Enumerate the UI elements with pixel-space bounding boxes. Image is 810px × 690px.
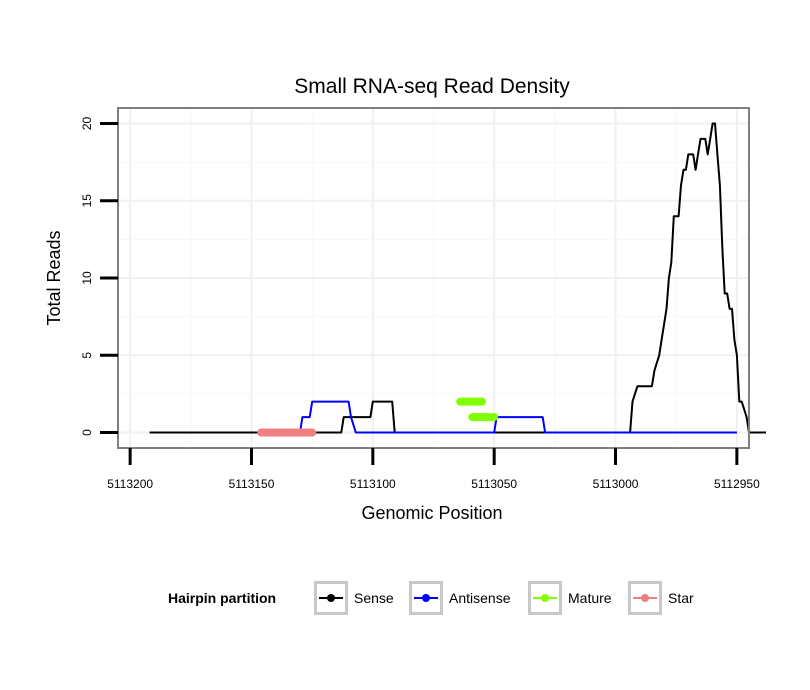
x-tick-label: 5113050 bbox=[471, 477, 517, 491]
y-axis-title: Total Reads bbox=[44, 230, 64, 325]
legend-label-antisense: Antisense bbox=[449, 590, 511, 606]
legend-label-sense: Sense bbox=[354, 590, 394, 606]
x-tick-label: 5113150 bbox=[229, 477, 275, 491]
y-tick-label: 5 bbox=[80, 352, 94, 359]
legend: Hairpin partition Sense Antisense Mature St… bbox=[168, 581, 694, 615]
legend-key-point-antisense bbox=[422, 594, 430, 602]
y-tick-label: 20 bbox=[80, 116, 94, 130]
x-tick-label: 5113100 bbox=[350, 477, 396, 491]
legend-title: Hairpin partition bbox=[168, 590, 276, 606]
grid bbox=[118, 108, 749, 448]
x-tick-label: 5113200 bbox=[107, 477, 153, 491]
legend-key-point-mature bbox=[541, 594, 549, 602]
y-tick-label: 0 bbox=[80, 429, 94, 436]
x-axis-title: Genomic Position bbox=[361, 503, 502, 523]
legend-key-point-sense bbox=[327, 594, 335, 602]
chart-title: Small RNA-seq Read Density bbox=[294, 75, 570, 98]
x-tick-label: 5112950 bbox=[714, 477, 760, 491]
y-tick-label: 10 bbox=[80, 271, 94, 285]
legend-label-mature: Mature bbox=[568, 590, 612, 606]
x-tick-label: 5113000 bbox=[593, 477, 639, 491]
series-layer bbox=[149, 122, 766, 437]
axes: 5113200 5113150 5113100 5113050 5113000 51129… bbox=[80, 116, 760, 491]
legend-label-star: Star bbox=[668, 590, 694, 606]
legend-key-point-star bbox=[641, 594, 649, 602]
y-tick-label: 15 bbox=[80, 194, 94, 208]
series-line-antisense bbox=[270, 400, 737, 434]
